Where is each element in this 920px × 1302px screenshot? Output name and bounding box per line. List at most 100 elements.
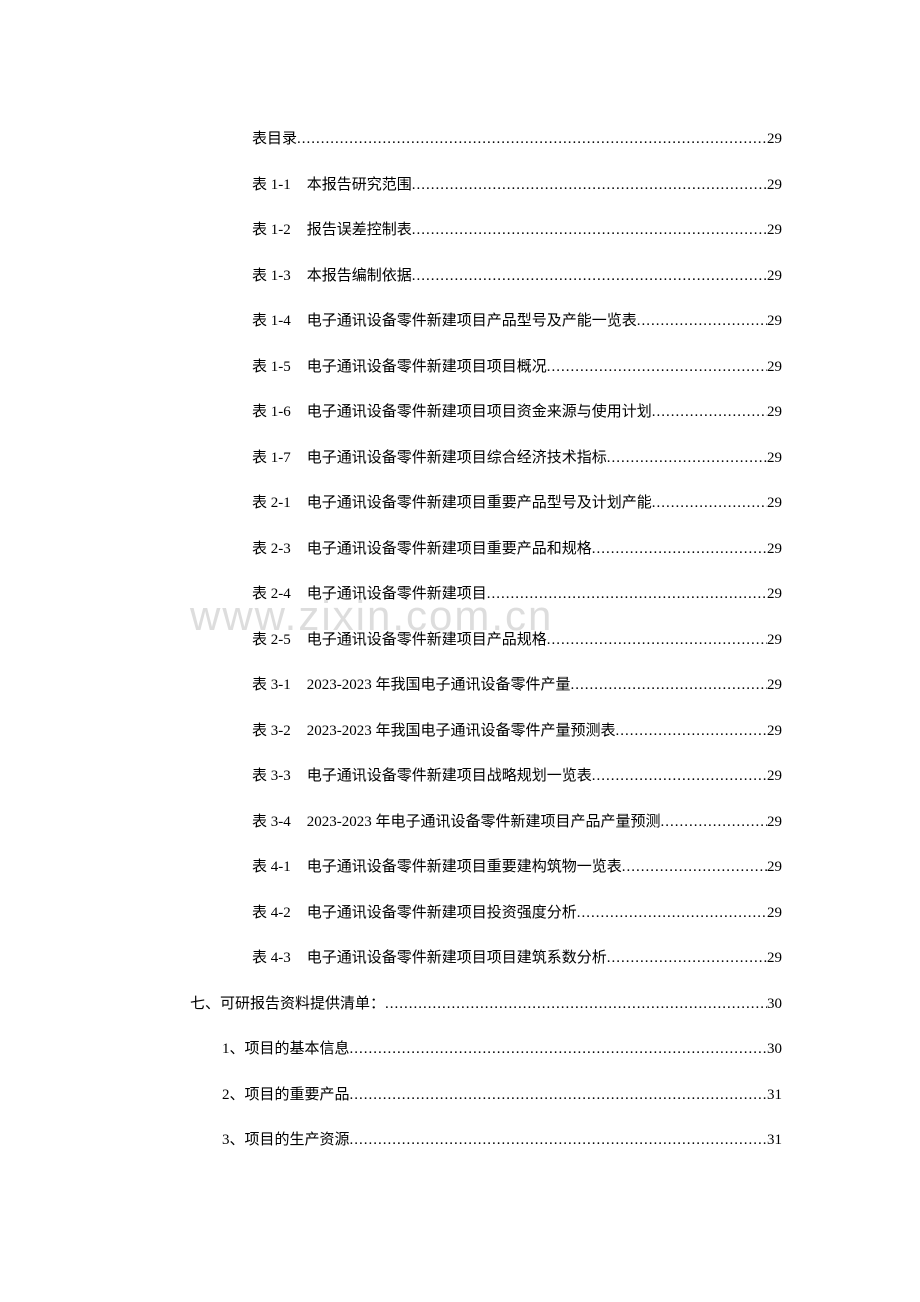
toc-entry: 表 1-6电子通讯设备零件新建项目项目资金来源与使用计划............… [190, 401, 782, 424]
toc-dots: ........................................… [350, 1129, 767, 1152]
toc-entry-title: 2023-2023 年我国电子通讯设备零件产量 [307, 674, 571, 697]
toc-entry-title: 电子通讯设备零件新建项目 [307, 583, 487, 606]
toc-entry: 表 3-3 电子通讯设备零件新建项目战略规划一览表................… [190, 765, 782, 788]
toc-dots: ........................................… [350, 1038, 767, 1061]
toc-dots: ........................................… [577, 902, 767, 925]
toc-dots: ........................................… [547, 356, 767, 379]
toc-entry-title: 本报告编制依据 [307, 265, 412, 288]
toc-entry-title: 电子通讯设备零件新建项目投资强度分析 [307, 902, 577, 925]
toc-entry-title: 电子通讯设备零件新建项目产品型号及产能一览表 [307, 310, 637, 333]
toc-dots: ........................................… [487, 583, 767, 606]
toc-entry-title: 电子通讯设备零件新建项目项目概况 [307, 356, 547, 379]
toc-entry-title: 电子通讯设备零件新建项目战略规划一览表 [307, 765, 592, 788]
toc-dots: ........................................… [592, 765, 767, 788]
toc-dots: ........................................… [350, 1084, 767, 1107]
toc-entry-page: 29 [767, 811, 782, 834]
toc-dots: ........................................… [652, 401, 767, 424]
toc-entry: 表 3-1 2023-2023 年我国电子通讯设备零件产量............… [190, 674, 782, 697]
toc-entry-page: 29 [767, 583, 782, 606]
toc-entry-label: 表 3-3 [252, 765, 291, 788]
toc-entry: 1、项目的基本信息...............................… [190, 1038, 782, 1061]
toc-entry-page: 29 [767, 128, 782, 151]
toc-entry: 表目录.....................................… [190, 128, 782, 151]
toc-entry-page: 29 [767, 674, 782, 697]
toc-dots: ........................................… [622, 856, 767, 879]
toc-dots: ........................................… [637, 310, 767, 333]
toc-entry-title: 电子通讯设备零件新建项目产品规格 [307, 629, 547, 652]
toc-entry-page: 29 [767, 356, 782, 379]
toc-entry: 表 1-2 报告误差控制表............................… [190, 219, 782, 242]
toc-entry-label: 表 1-4 [252, 310, 291, 333]
toc-entry: 表 1-4 电子通讯设备零件新建项目产品型号及产能一览表.............… [190, 310, 782, 333]
toc-entry-page: 30 [767, 993, 782, 1016]
toc-dots: ........................................… [412, 265, 767, 288]
toc-dots: ........................................… [616, 720, 768, 743]
toc-entry: 表 2-4 电子通讯设备零件新建项目.......................… [190, 583, 782, 606]
page-content: 表目录.....................................… [0, 0, 920, 1235]
toc-entry-label: 表 1-6 [252, 401, 291, 424]
toc-entry-page: 29 [767, 401, 782, 424]
toc-entry-label: 表 1-2 [252, 219, 291, 242]
toc-entry-page: 29 [767, 310, 782, 333]
toc-dots: ........................................… [571, 674, 768, 697]
toc-entry-title: 本报告研究范围 [307, 174, 412, 197]
toc-entry-page: 31 [767, 1129, 782, 1152]
toc-entry-title: 电子通讯设备零件新建项目重要产品型号及计划产能 [307, 492, 652, 515]
toc-entry: 表 1-5 电子通讯设备零件新建项目项目概况...................… [190, 356, 782, 379]
toc-entry-page: 29 [767, 947, 782, 970]
toc-entry-label: 表 1-5 [252, 356, 291, 379]
toc-dots: ........................................… [661, 811, 768, 834]
toc-entry-label: 表 2-5 [252, 629, 291, 652]
toc-entry-label: 2、 [222, 1084, 245, 1107]
toc-entry: 表 1-1本报告研究范围............................… [190, 174, 782, 197]
toc-entry: 表 1-7电子通讯设备零件新建项目综合经济技术指标...............… [190, 447, 782, 470]
toc-entry-title: 可研报告资料提供清单： [220, 993, 385, 1016]
toc-entry: 表 2-3 电子通讯设备零件新建项目重要产品和规格................… [190, 538, 782, 561]
toc-entry-title: 项目的基本信息 [245, 1038, 350, 1061]
toc-entry-title: 报告误差控制表 [307, 219, 412, 242]
toc-entry-title: 项目的生产资源 [245, 1129, 350, 1152]
toc-dots: ........................................… [297, 128, 767, 151]
toc-entry: 表 3-22023-2023 年我国电子通讯设备零件产量预测表.........… [190, 720, 782, 743]
toc-entry-page: 29 [767, 219, 782, 242]
toc-entry-page: 29 [767, 265, 782, 288]
toc-entry-title: 电子通讯设备零件新建项目项目建筑系数分析 [307, 947, 607, 970]
toc-entry: 2、项目的重要产品...............................… [190, 1084, 782, 1107]
toc-dots: ........................................… [547, 629, 767, 652]
toc-entry-page: 29 [767, 902, 782, 925]
toc-entry: 表 3-42023-2023 年电子通讯设备零件新建项目产品产量预测......… [190, 811, 782, 834]
toc-dots: ........................................… [412, 219, 767, 242]
toc-entry-label: 表 2-4 [252, 583, 291, 606]
toc-entry-title: 电子通讯设备零件新建项目综合经济技术指标 [307, 447, 607, 470]
toc-entry-label: 七、 [190, 993, 220, 1016]
toc-entry-page: 30 [767, 1038, 782, 1061]
toc-entry-title: 电子通讯设备零件新建项目重要建构筑物一览表 [307, 856, 622, 879]
toc-entry: 表 1-3 本报告编制依据............................… [190, 265, 782, 288]
toc-entry-title: 表目录 [252, 128, 297, 151]
toc-entry-page: 29 [767, 174, 782, 197]
toc-entry-label: 表 2-1 [252, 492, 291, 515]
toc-entry-label: 表 2-3 [252, 538, 291, 561]
toc-entry-label: 3、 [222, 1129, 245, 1152]
toc-entry-label: 表 4-3 [252, 947, 291, 970]
table-of-contents: 表目录.....................................… [190, 128, 782, 1152]
toc-entry-label: 表 3-2 [252, 720, 291, 743]
toc-entry-label: 表 3-1 [252, 674, 291, 697]
toc-entry-label: 表 4-2 [252, 902, 291, 925]
toc-entry: 七、可研报告资料提供清单：...........................… [190, 993, 782, 1016]
toc-entry: 表 2-1电子通讯设备零件新建项目重要产品型号及计划产能............… [190, 492, 782, 515]
toc-entry-label: 1、 [222, 1038, 245, 1061]
toc-entry: 表 4-2 电子通讯设备零件新建项目投资强度分析.................… [190, 902, 782, 925]
toc-dots: ........................................… [412, 174, 767, 197]
toc-entry: 表 4-3 电子通讯设备零件新建项目项目建筑系数分析...............… [190, 947, 782, 970]
toc-entry-title: 电子通讯设备零件新建项目重要产品和规格 [307, 538, 592, 561]
toc-entry-page: 29 [767, 492, 782, 515]
toc-dots: ........................................… [607, 947, 767, 970]
toc-entry-label: 表 1-3 [252, 265, 291, 288]
toc-entry-page: 29 [767, 856, 782, 879]
toc-entry-page: 31 [767, 1084, 782, 1107]
toc-entry-page: 29 [767, 629, 782, 652]
toc-entry-label: 表 1-7 [252, 447, 291, 470]
toc-entry-title: 项目的重要产品 [245, 1084, 350, 1107]
toc-dots: ........................................… [592, 538, 767, 561]
